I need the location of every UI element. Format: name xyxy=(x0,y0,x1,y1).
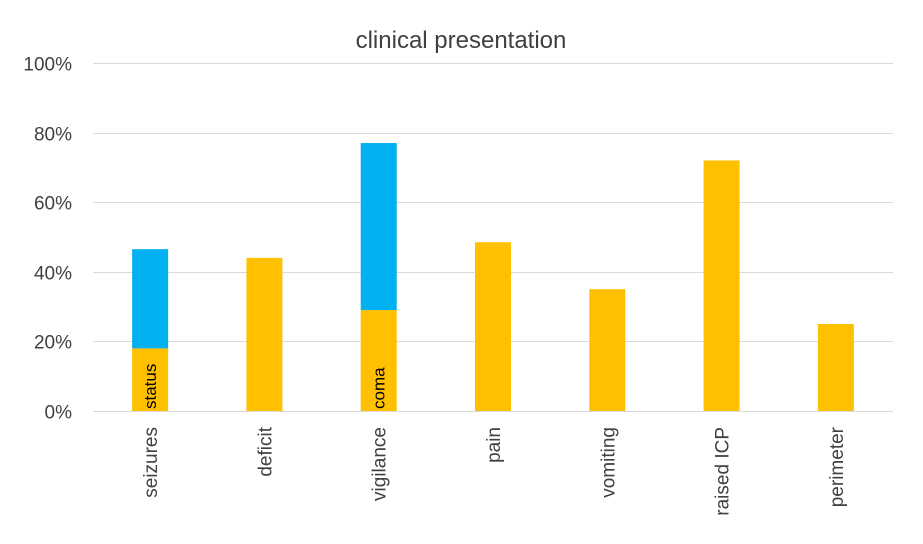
x-category-label: seizures xyxy=(141,427,162,498)
bar-base-deficit xyxy=(246,257,283,411)
y-tick-label: 0% xyxy=(45,403,73,424)
y-tick-label: 100% xyxy=(23,55,72,76)
bar-base-pain xyxy=(475,242,511,411)
x-category-label: pain xyxy=(484,427,505,463)
x-axis-category-labels: seizures deficit vigilance pain vomiting rais… xyxy=(141,426,848,515)
bar-base-perimeter xyxy=(817,324,854,411)
bar-base-seizures xyxy=(132,348,169,411)
bar-annotation-label: status xyxy=(141,364,160,409)
x-category-label: deficit xyxy=(255,426,276,476)
bar-additional-seizures xyxy=(132,249,169,349)
bar-annotation-label: coma xyxy=(370,367,389,409)
y-tick-label: 80% xyxy=(34,125,72,146)
y-tick-label: 20% xyxy=(34,333,72,354)
x-category-label: vomiting xyxy=(598,427,619,498)
x-category-label: perimeter xyxy=(827,426,848,507)
x-category-label: raised ICP xyxy=(713,427,734,516)
bar-additional-vigilance xyxy=(360,143,397,311)
x-category-label: vigilance xyxy=(370,427,391,501)
y-axis-tick-labels: 0% 20% 40% 60% 80% 100% xyxy=(23,55,72,424)
bar-base-vomiting xyxy=(589,289,626,411)
y-tick-label: 40% xyxy=(34,264,72,285)
bar-base-raised-icp xyxy=(703,160,740,411)
y-tick-label: 60% xyxy=(34,194,72,215)
chart-title: clinical presentation xyxy=(356,27,567,54)
bar-base-vigilance xyxy=(360,310,397,411)
bars: status coma xyxy=(132,143,854,411)
